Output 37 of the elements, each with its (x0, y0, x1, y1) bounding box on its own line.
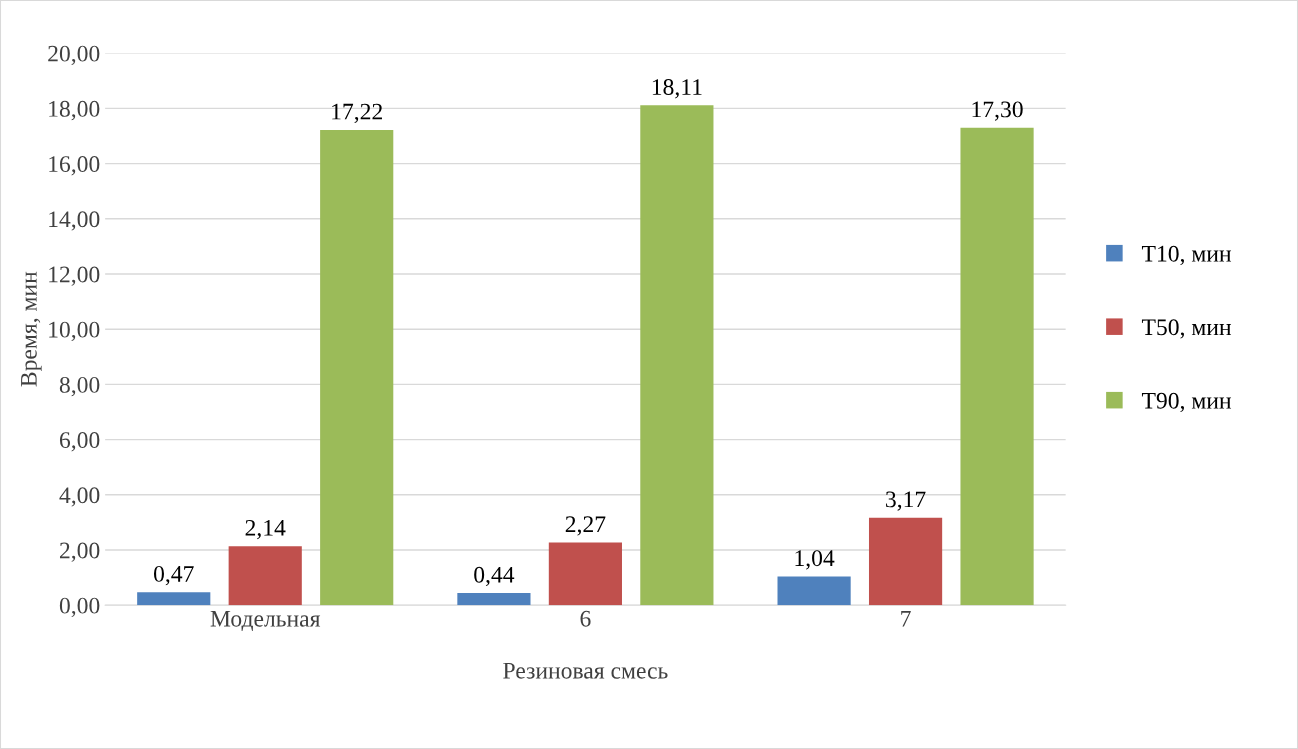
data-label: 17,22 (332, 103, 382, 123)
x-tick-label: Модельная (210, 610, 321, 631)
y-tick-label: 12,00 (49, 266, 100, 286)
legend-label: T90, мин (1141, 392, 1232, 413)
y-tick-label: 4,00 (59, 487, 100, 507)
y-tick-label: 6,00 (59, 432, 100, 452)
bar (960, 127, 1034, 606)
bar (548, 542, 622, 606)
y-tick-label: 20,00 (48, 45, 100, 65)
bar (137, 592, 211, 606)
bar (457, 593, 531, 606)
bar (777, 576, 851, 606)
data-label: 1,04 (795, 550, 835, 570)
bar (640, 105, 714, 606)
data-label: 17,30 (972, 101, 1023, 121)
y-tick-label: 18,00 (49, 100, 100, 121)
legend-label: T50, мин (1141, 319, 1232, 339)
x-axis-title: Резиновая смесь (503, 662, 668, 679)
x-tick-label: 6 (580, 610, 591, 627)
y-tick-label: 8,00 (59, 376, 100, 397)
bar (228, 546, 302, 606)
data-label: 2,27 (565, 516, 606, 536)
data-label: 3,17 (886, 491, 926, 511)
data-label: 18,11 (652, 79, 702, 99)
data-label: 2,14 (245, 519, 286, 540)
bar (320, 129, 394, 606)
y-tick-label: 0,00 (59, 597, 100, 618)
y-axis-title: Время, мин (21, 271, 42, 387)
y-tick-label: 2,00 (59, 542, 100, 562)
y-tick-label: 16,00 (49, 156, 100, 176)
data-label: 0,44 (474, 566, 515, 587)
x-tick-label: 7 (901, 610, 911, 627)
bar (868, 517, 943, 606)
y-tick-label: 10,00 (49, 321, 100, 342)
data-label: 0,47 (153, 565, 194, 586)
legend-label: T10, мин (1141, 245, 1232, 266)
y-tick-label: 14,00 (49, 211, 100, 231)
